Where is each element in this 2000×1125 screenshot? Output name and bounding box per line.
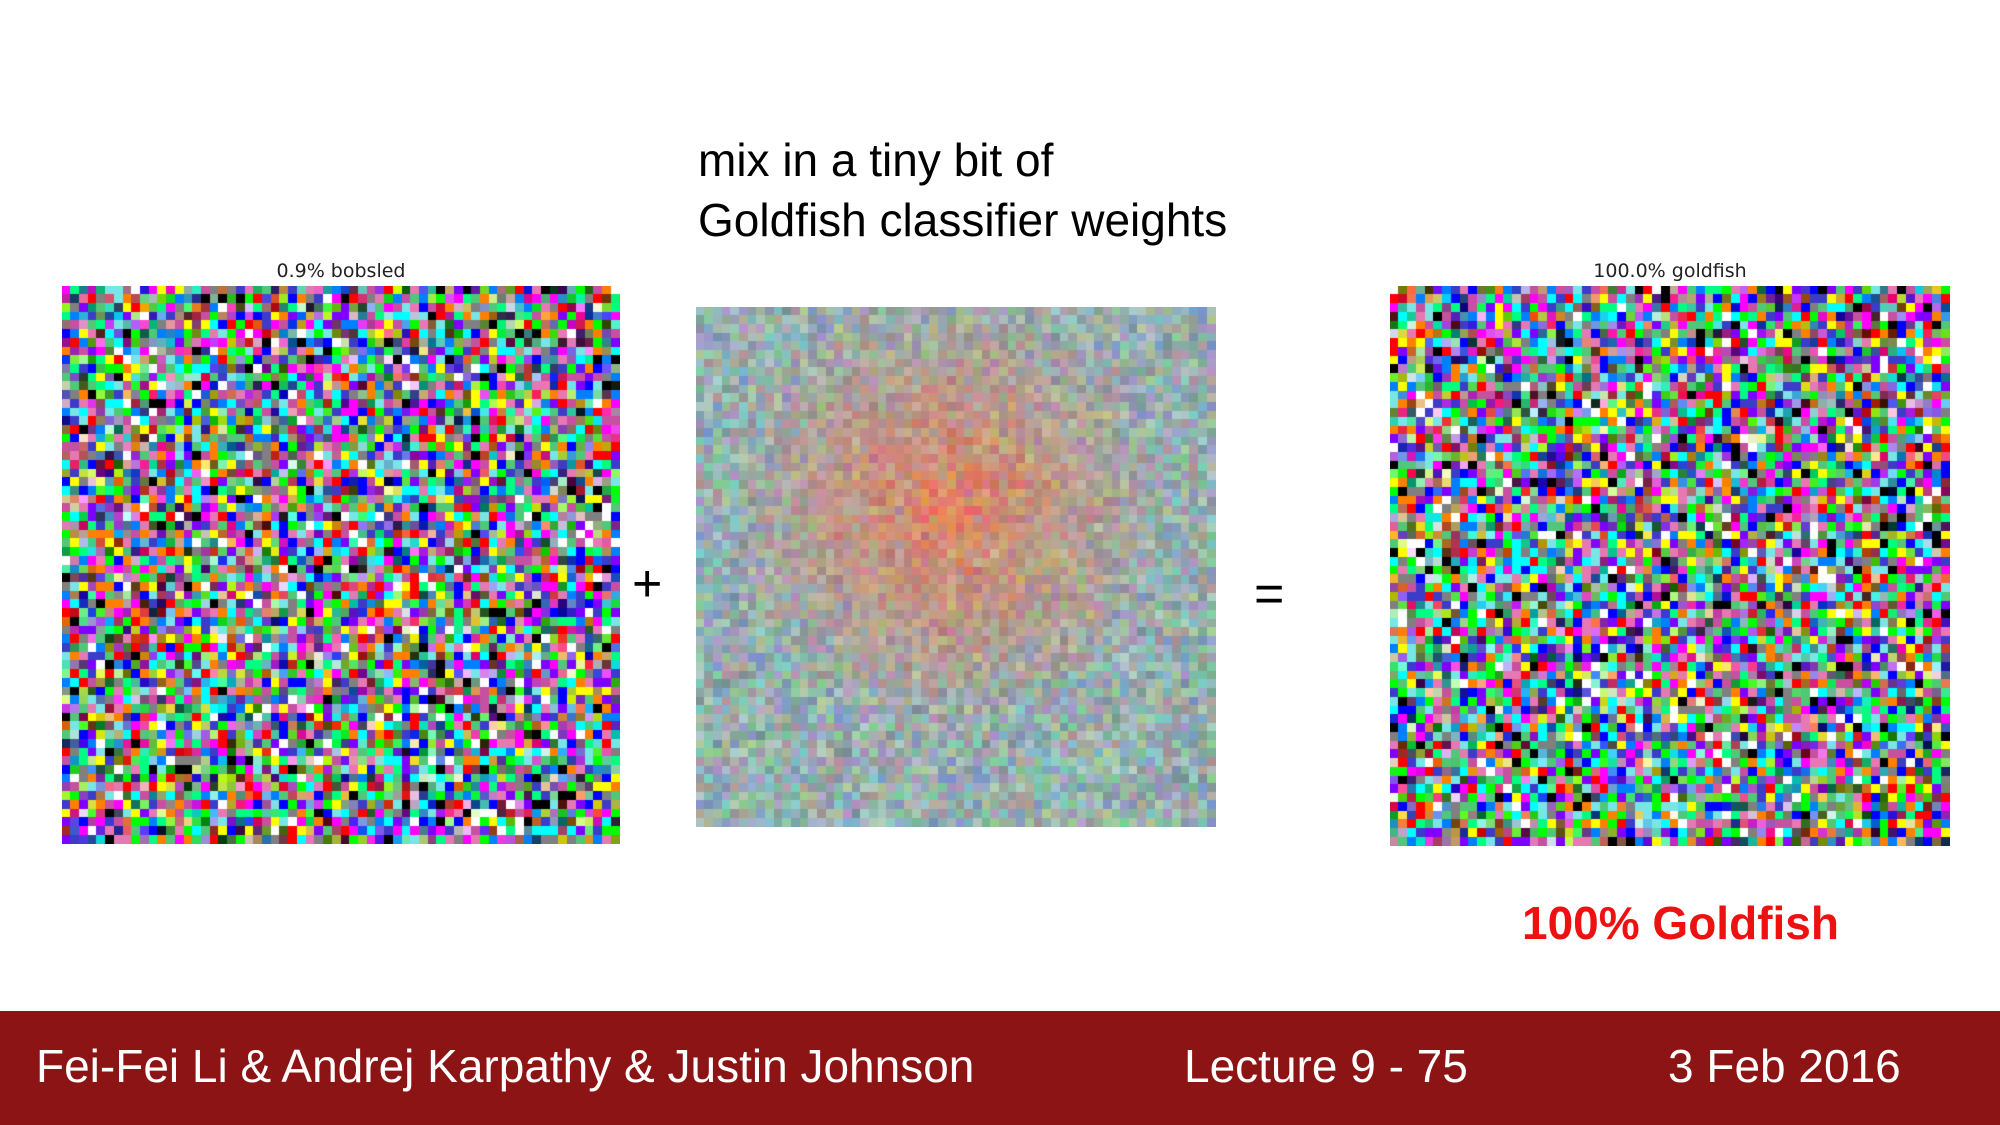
plus-sign: +: [632, 555, 663, 613]
slide-title-line-2: Goldfish classifier weights: [698, 194, 1228, 246]
footer-lecture: Lecture 9 - 75: [1184, 1040, 1468, 1092]
right-image-caption: 100.0% goldfish: [1593, 260, 1747, 282]
goldfish-weights-image: [696, 307, 1216, 827]
left-image-caption: 0.9% bobsled: [276, 260, 406, 282]
footer-date: 3 Feb 2016: [1668, 1040, 1901, 1092]
random-noise-image: [62, 286, 620, 844]
equals-sign: =: [1254, 565, 1285, 623]
slide-title-line-1: mix in a tiny bit of: [698, 134, 1054, 186]
footer-bar: Fei-Fei Li & Andrej Karpathy & Justin Jo…: [0, 1011, 2000, 1125]
result-label: 100% Goldfish: [1522, 897, 1839, 949]
adversarial-noise-image: [1390, 286, 1950, 846]
footer-authors: Fei-Fei Li & Andrej Karpathy & Justin Jo…: [36, 1040, 975, 1092]
slide-title: mix in a tiny bit of Goldfish classifier…: [698, 130, 1498, 250]
